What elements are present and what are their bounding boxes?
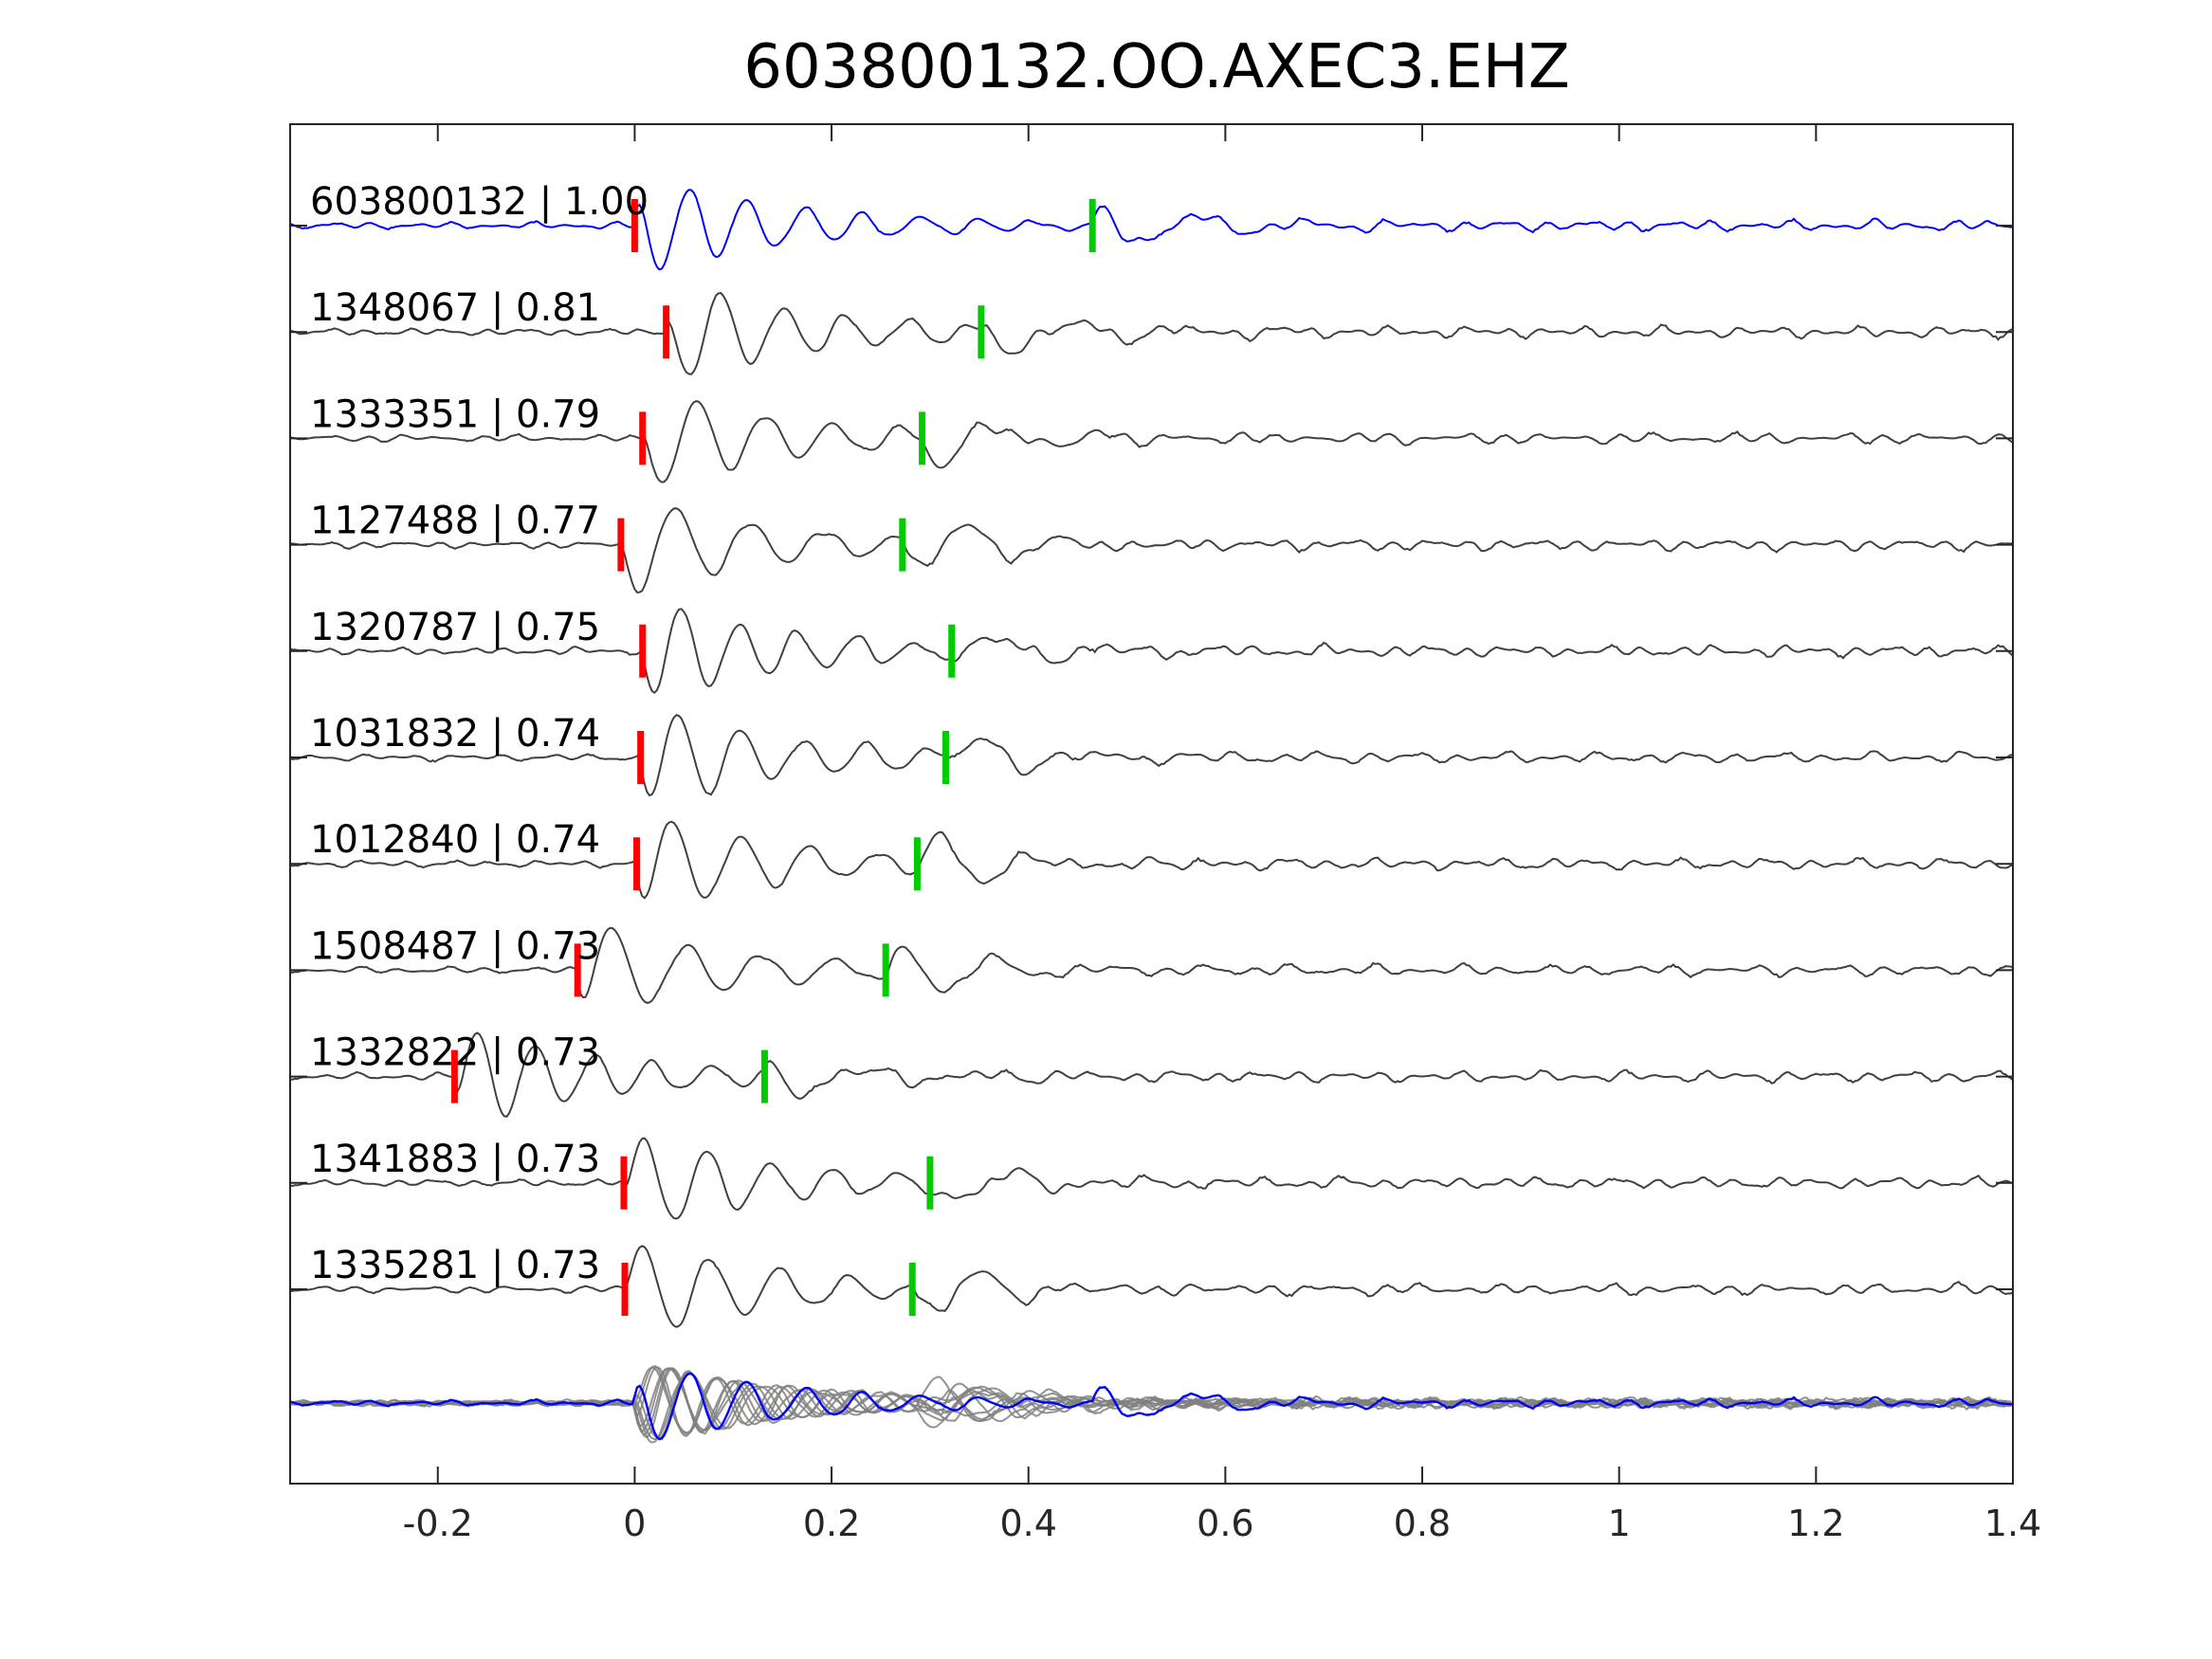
trace-label-1341883: 1341883 | 0.73 [310, 1138, 600, 1181]
waveform-trace-1333351 [289, 400, 2014, 483]
trace-label-1127488: 1127488 | 0.77 [310, 500, 600, 543]
stack-layer [289, 1365, 2014, 1444]
x-tick-label: 1.2 [1787, 1503, 1844, 1544]
trace-label-1508487: 1508487 | 0.73 [310, 924, 600, 968]
x-tick-label: 0.2 [803, 1503, 860, 1544]
x-tick-label: 0.4 [999, 1503, 1056, 1544]
waveform-trace-1341883 [289, 1137, 2014, 1220]
waveform-trace-1031832 [289, 714, 2014, 797]
trace-label-1332822: 1332822 | 0.73 [310, 1031, 600, 1075]
x-axis: -0.2 0 0.2 0.4 0.6 0.8 1 1.2 1.4 [403, 124, 2041, 1544]
trace-label-1320787: 1320787 | 0.75 [310, 606, 600, 649]
waveform-trace-1320787 [289, 608, 2014, 695]
waveform-trace-603800132 [289, 189, 2014, 271]
x-tick-label: 0 [623, 1503, 646, 1544]
picks-layer [450, 199, 1096, 1316]
waveform-trace-1335281 [289, 1245, 2014, 1328]
waveform-trace-1012840 [289, 820, 2014, 900]
trace-labels-layer: 603800132 | 1.00 1348067 | 0.81 1333351 | … [310, 180, 649, 1287]
x-tick-label: -0.2 [403, 1503, 473, 1544]
y-ticks-layer [290, 225, 2013, 1290]
trace-label-1348067: 1348067 | 0.81 [310, 286, 600, 330]
stack-template-603800132 [289, 1372, 2014, 1441]
x-tick-label: 1.4 [1984, 1503, 2041, 1544]
waveform-trace-1127488 [289, 507, 2014, 593]
plot-frame [289, 123, 2014, 1485]
x-tick-label: 0.8 [1394, 1503, 1451, 1544]
trace-label-603800132: 603800132 | 1.00 [310, 180, 649, 224]
x-tick-label: 1 [1608, 1503, 1631, 1544]
trace-label-1012840: 1012840 | 0.74 [310, 818, 600, 862]
waveform-trace-1332822 [289, 1031, 2014, 1119]
chart-title: 603800132.OO.AXEC3.EHZ [743, 32, 1570, 102]
waveform-trace-1348067 [289, 292, 2014, 375]
x-tick-label: 0.6 [1197, 1503, 1253, 1544]
trace-label-1031832: 1031832 | 0.74 [310, 712, 600, 756]
trace-label-1335281: 1335281 | 0.73 [310, 1244, 600, 1287]
trace-label-1333351: 1333351 | 0.79 [310, 392, 600, 436]
